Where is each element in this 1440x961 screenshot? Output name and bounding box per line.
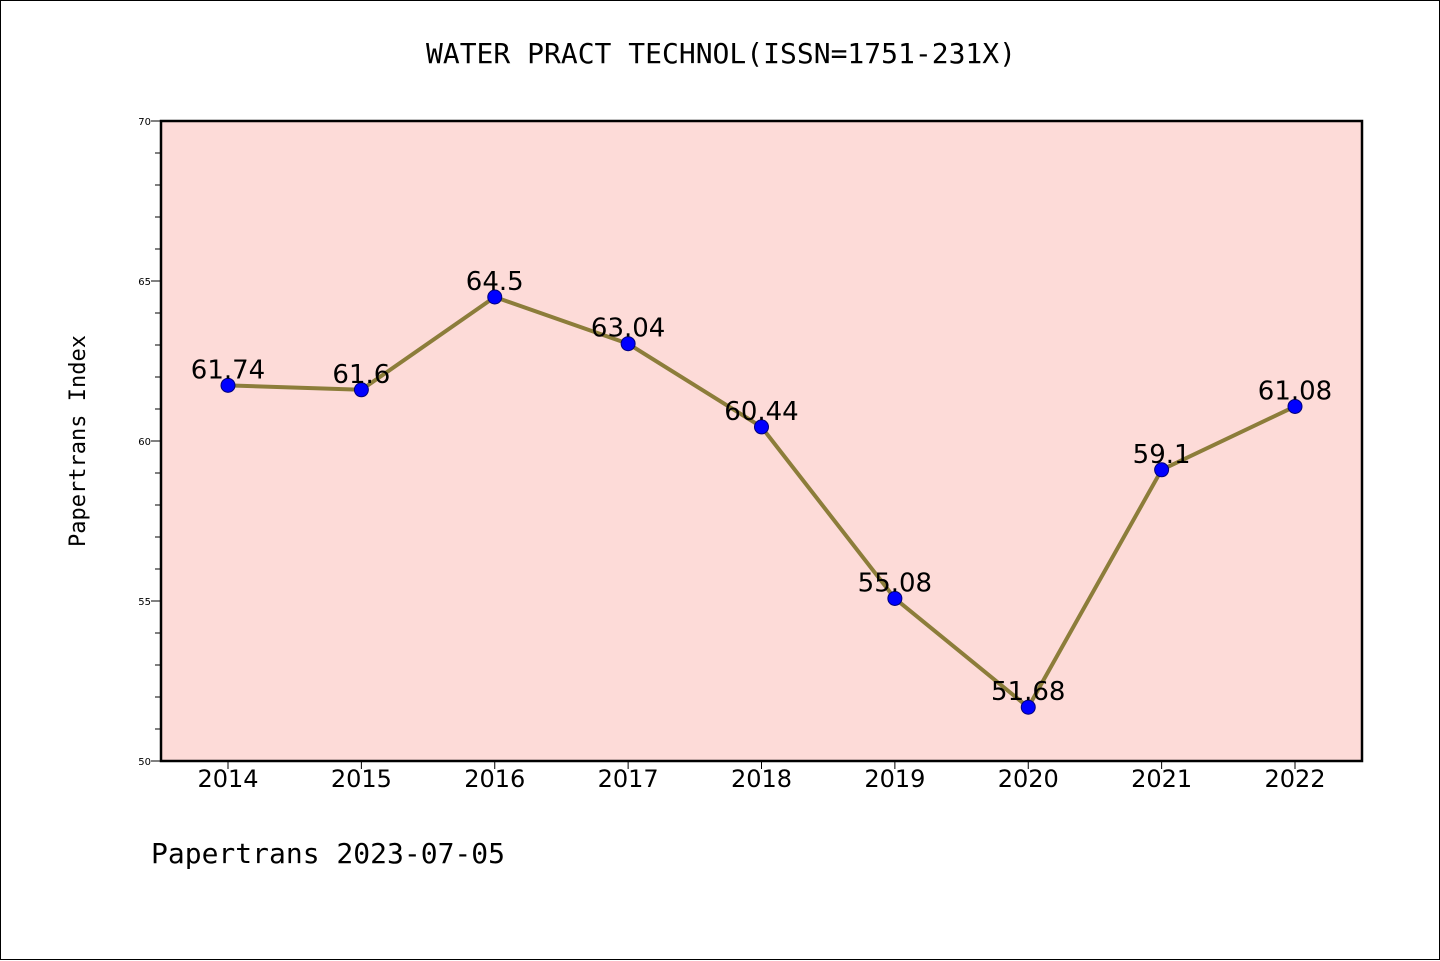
data-point (887, 590, 903, 606)
data-label: 55.08 (858, 568, 932, 598)
data-point (220, 377, 236, 393)
plot-area (161, 121, 1362, 761)
x-tick-label: 2018 (731, 765, 792, 793)
x-tick-label: 2021 (1131, 765, 1192, 793)
y-axis-label: Papertrans Index (66, 335, 91, 547)
y-tick-label: 60 (138, 437, 151, 448)
x-tick-label: 2015 (331, 765, 392, 793)
data-point (754, 419, 769, 435)
data-label: 63.04 (591, 314, 665, 344)
y-tick-label: 50 (138, 757, 151, 768)
data-label: 60.44 (724, 397, 798, 427)
data-label: 51.68 (991, 677, 1065, 707)
x-tick-label: 2019 (864, 765, 925, 793)
data-point (1154, 462, 1170, 478)
y-tick-label: 55 (138, 597, 151, 608)
data-point (353, 382, 369, 398)
x-tick-label: 2014 (197, 765, 258, 793)
x-tick-label: 2020 (998, 765, 1059, 793)
data-label: 64.5 (466, 267, 524, 297)
data-point (1287, 398, 1303, 414)
data-point (487, 289, 503, 305)
x-tick-label: 2016 (464, 765, 525, 793)
y-tick-label: 65 (138, 277, 151, 288)
footer-credit: Papertrans 2023-07-05 (151, 837, 506, 870)
data-label: 59.1 (1133, 440, 1191, 470)
y-tick-label: 70 (138, 117, 151, 128)
chart-title: WATER PRACT TECHNOL(ISSN=1751-231X) (425, 37, 1016, 70)
data-point (620, 336, 636, 352)
data-point (1020, 699, 1036, 715)
data-label: 61.08 (1258, 376, 1332, 406)
data-label: 61.74 (191, 355, 265, 385)
data-label: 61.6 (332, 360, 390, 390)
x-tick-label: 2017 (598, 765, 659, 793)
x-tick-label: 2022 (1264, 765, 1325, 793)
plot-border (159, 119, 1364, 763)
